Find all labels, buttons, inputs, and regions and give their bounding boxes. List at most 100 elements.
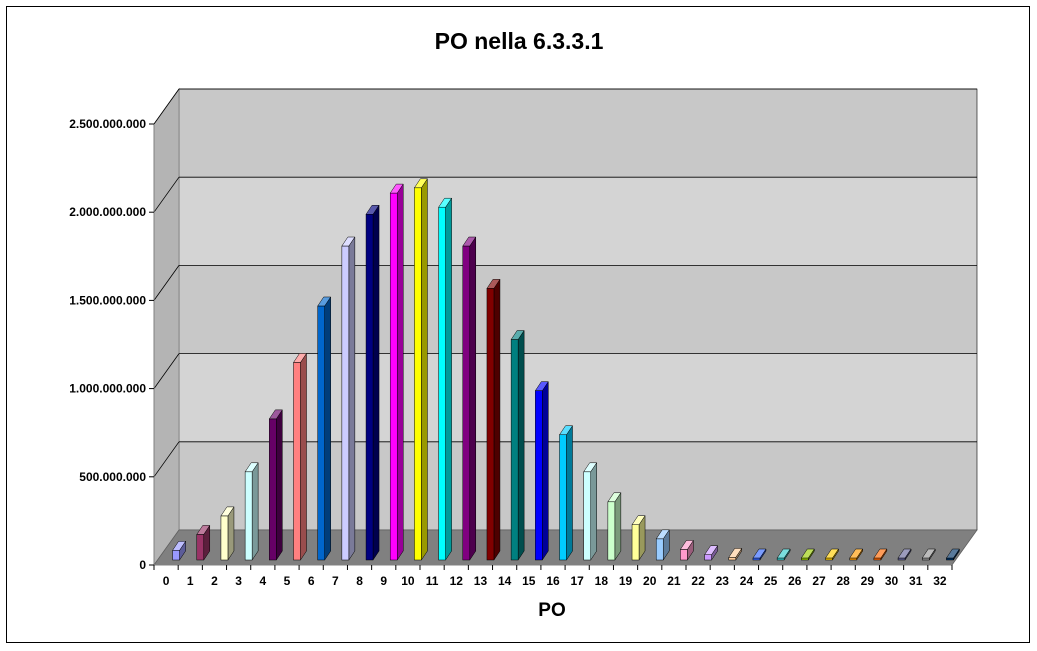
bar-3 xyxy=(244,461,259,561)
bar-top xyxy=(438,197,453,208)
bar-top xyxy=(897,548,912,559)
gridlines xyxy=(153,88,977,478)
bar-13 xyxy=(486,278,501,561)
bar-15 xyxy=(534,380,549,561)
x-tick-label: 2 xyxy=(211,574,218,588)
bar-top xyxy=(220,506,235,517)
x-tick-label: 3 xyxy=(235,574,242,588)
x-tick-label: 18 xyxy=(595,574,609,588)
bar-top xyxy=(196,525,211,535)
bar-top xyxy=(945,548,960,559)
y-axis-ticks: 0 500.000.000 1.000.000.000 1.500.000.000 2.… xyxy=(69,117,155,572)
bar-side xyxy=(348,236,356,561)
bar-side xyxy=(276,409,283,561)
x-tick-label: 22 xyxy=(691,574,705,588)
x-tick-label: 24 xyxy=(740,574,754,588)
x-tick-label: 32 xyxy=(933,574,947,588)
bar-top xyxy=(389,183,404,194)
y-tick-label: 1.000.000.000 xyxy=(69,382,146,396)
bar-top xyxy=(510,330,525,340)
bar-front xyxy=(897,557,906,561)
gridline-side xyxy=(153,176,180,213)
bar-top xyxy=(776,548,791,559)
bar-28 xyxy=(849,548,864,561)
x-tick-label: 14 xyxy=(498,574,512,588)
bar-4 xyxy=(268,409,283,561)
bar-top xyxy=(462,236,477,247)
bar-front xyxy=(946,557,954,561)
y-tick-label: 2.500.000.000 xyxy=(69,117,146,131)
x-tick-label: 13 xyxy=(474,574,488,588)
bars xyxy=(172,177,960,561)
bar-top xyxy=(317,296,332,307)
x-tick-label: 0 xyxy=(163,574,170,588)
bar-29 xyxy=(873,548,888,561)
bar-16 xyxy=(559,424,573,561)
bar-side xyxy=(493,278,501,561)
bar-top xyxy=(679,540,694,550)
bar-front xyxy=(341,245,350,561)
bar-top xyxy=(921,548,936,559)
bar-side xyxy=(517,329,525,561)
bar-front xyxy=(510,339,519,561)
y-tick-label: 2.000.000.000 xyxy=(69,205,146,219)
bar-front xyxy=(655,538,664,561)
bar-11 xyxy=(438,197,453,561)
chart-title: PO nella 6.3.3.1 xyxy=(435,28,604,54)
bar-top xyxy=(752,548,767,559)
bar-26 xyxy=(800,548,815,561)
bar-front xyxy=(873,557,882,561)
back-wall-band xyxy=(179,353,977,442)
back-wall-band xyxy=(179,265,977,354)
bar-front xyxy=(535,390,543,561)
bar-front xyxy=(220,515,229,561)
bar-front xyxy=(365,214,374,561)
bar-front xyxy=(244,471,253,561)
bar-top xyxy=(631,515,646,525)
bar-front xyxy=(438,206,446,561)
x-tick-label: 15 xyxy=(522,574,536,588)
bar-7 xyxy=(341,236,356,561)
bar-9 xyxy=(389,183,404,561)
x-tick-label: 9 xyxy=(380,574,387,588)
x-tick-label: 30 xyxy=(885,574,899,588)
bar-14 xyxy=(510,329,525,561)
bar-front xyxy=(414,187,422,561)
bar-10 xyxy=(413,177,428,561)
x-tick-label: 21 xyxy=(667,574,681,588)
bar-front xyxy=(921,557,930,561)
bar-front xyxy=(559,434,567,561)
bar-top xyxy=(728,548,743,558)
bar-23 xyxy=(728,547,743,561)
bar-31 xyxy=(921,548,936,561)
bar-front xyxy=(269,418,277,561)
bar-2 xyxy=(220,506,235,561)
x-tick-label: 19 xyxy=(619,574,633,588)
x-tick-label: 12 xyxy=(450,574,464,588)
y-tick-label: 1.500.000.000 xyxy=(69,293,146,307)
bar-24 xyxy=(752,548,767,561)
bar-side xyxy=(469,236,477,561)
x-tick-label: 7 xyxy=(332,574,339,588)
back-wall-band xyxy=(179,89,977,178)
bar-front xyxy=(583,471,591,561)
bar-top xyxy=(244,462,259,473)
bar-top xyxy=(655,529,670,540)
x-tick-label: 20 xyxy=(643,574,657,588)
bar-side xyxy=(566,424,573,561)
bar-1 xyxy=(196,524,211,561)
bar-front xyxy=(293,362,301,561)
bar-top xyxy=(172,541,187,551)
back-wall-band xyxy=(179,441,977,530)
x-tick-label: 31 xyxy=(909,574,923,588)
chart-frame: 0 500.000.000 1.000.000.000 1.500.000.000 2.… xyxy=(6,6,1030,643)
gridline-side xyxy=(153,88,180,125)
bar-front xyxy=(631,524,640,561)
bar-top xyxy=(293,353,307,363)
bar-front xyxy=(801,557,809,561)
x-tick-label: 17 xyxy=(571,574,585,588)
x-tick-label: 25 xyxy=(764,574,778,588)
bar-side xyxy=(445,197,452,561)
bar-front xyxy=(486,288,495,561)
bar-front xyxy=(196,534,205,561)
